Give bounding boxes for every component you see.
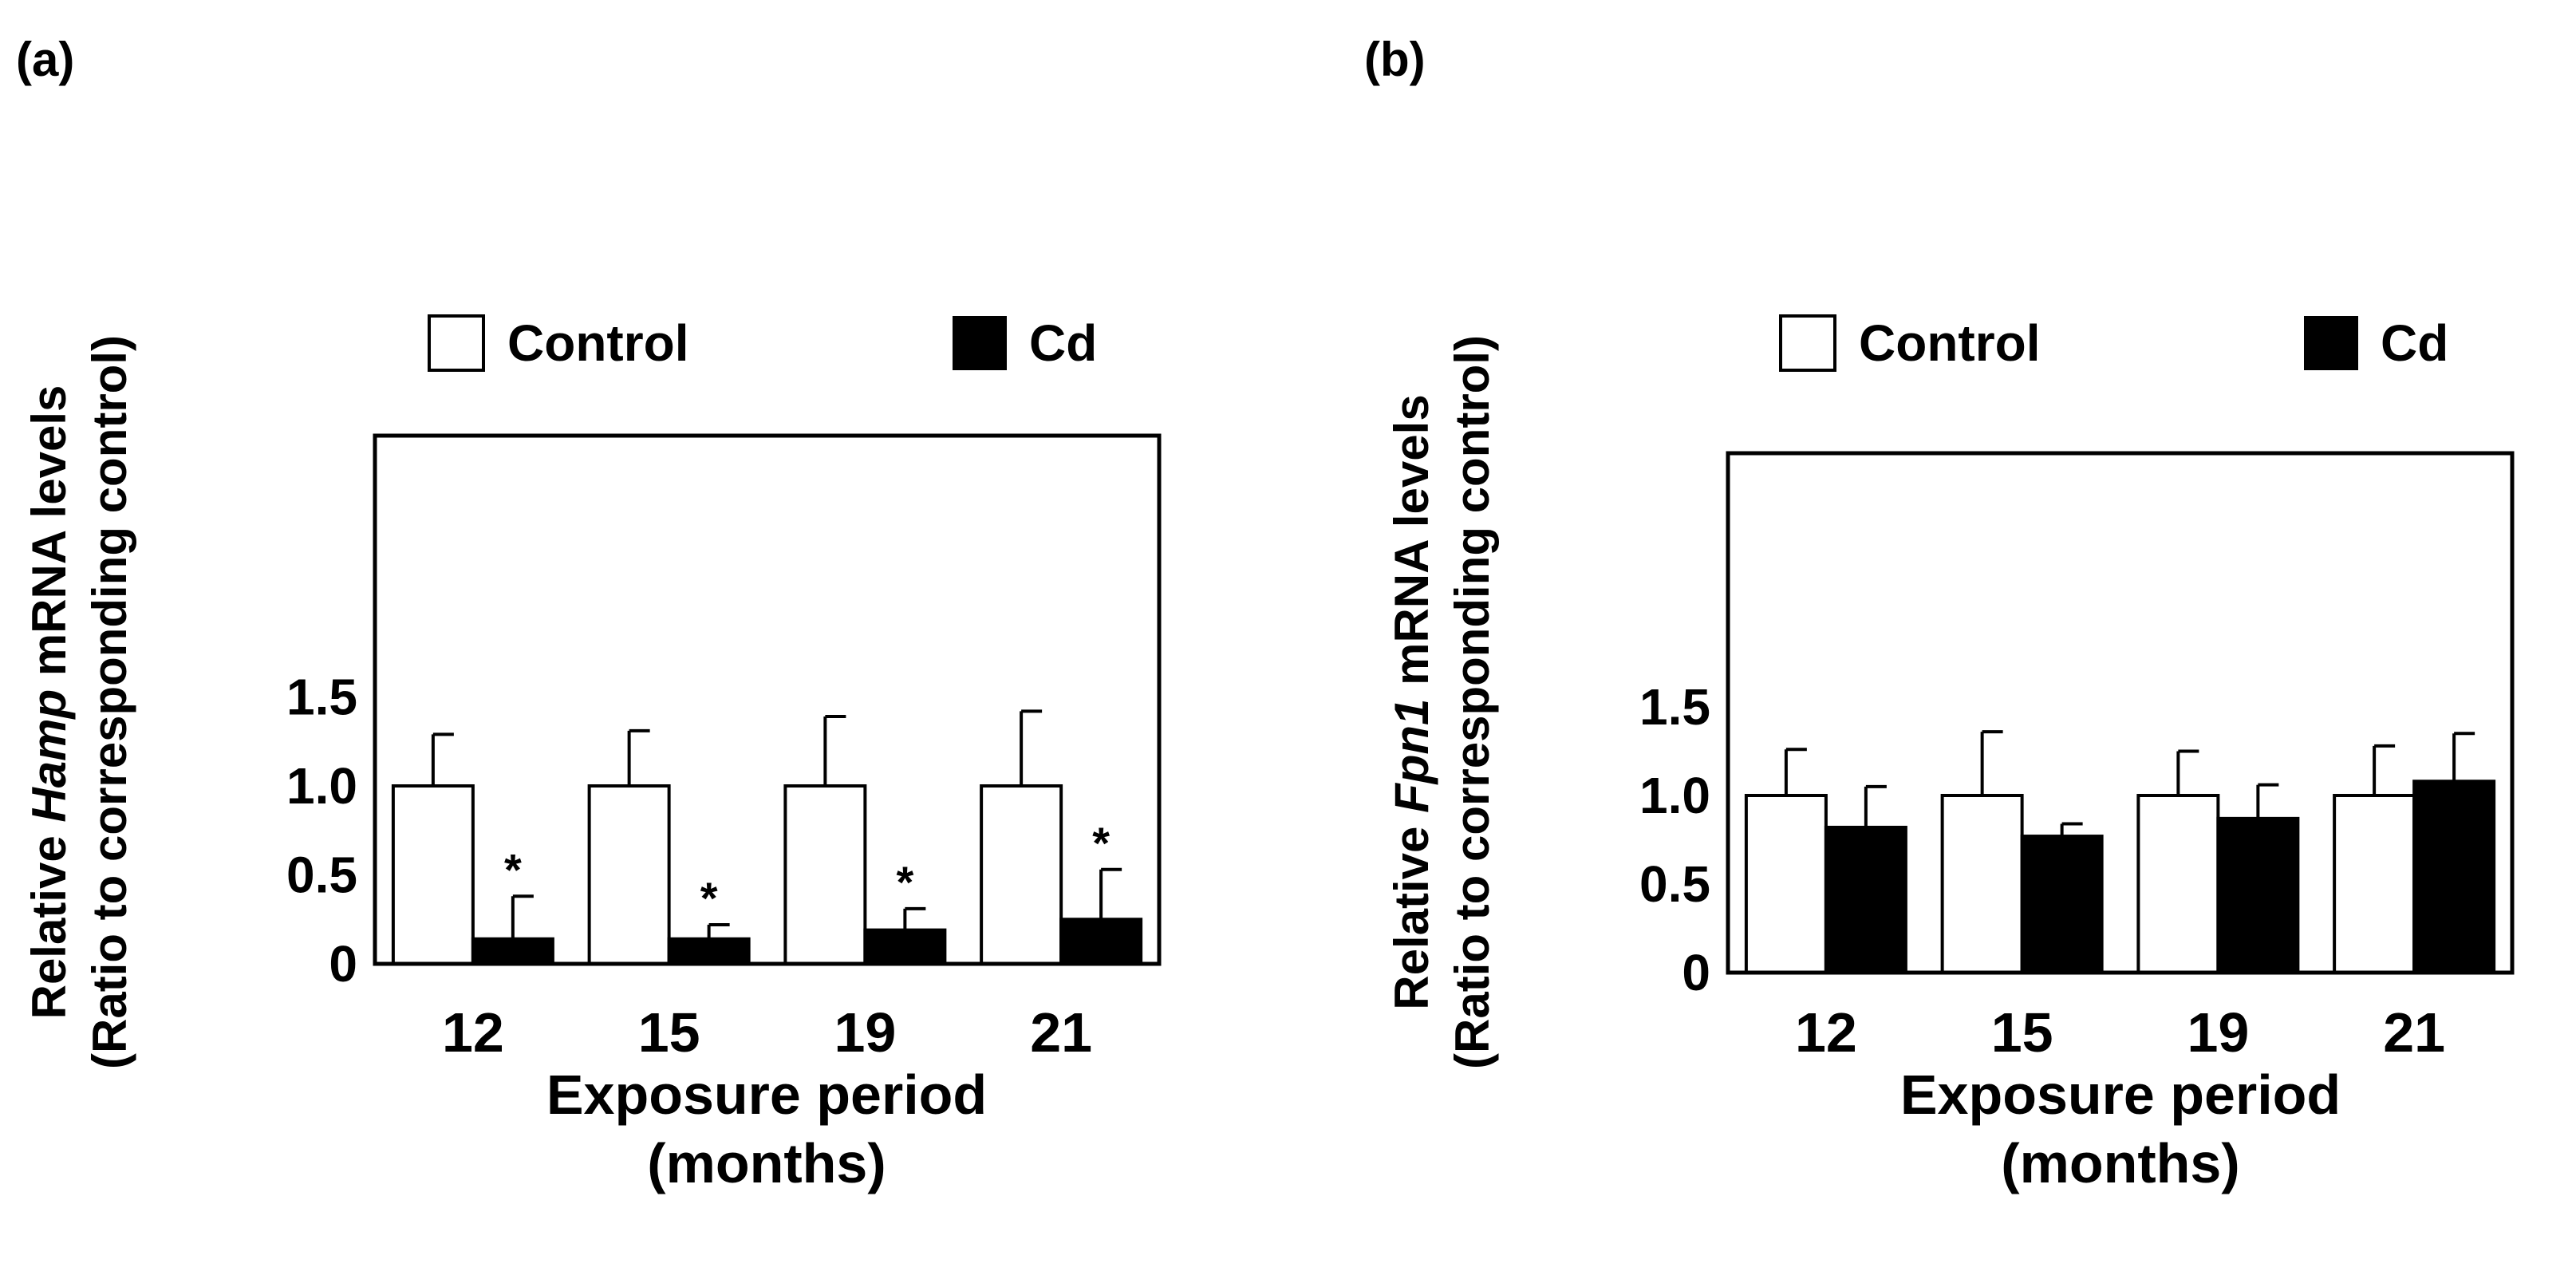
- panel-b-label: (b): [1364, 33, 1426, 86]
- y-tick-label-b-2: 1.0: [1639, 767, 1710, 824]
- significance-star-a-21: *: [1092, 818, 1110, 868]
- y-tick-label-a-3: 1.5: [286, 669, 357, 726]
- control-bar-a-12: [391, 784, 475, 965]
- plot-frame-b: [1726, 451, 2515, 975]
- y-tick-label-a-0: 0: [329, 935, 357, 993]
- panel-a-xlabel: Exposure period (months): [546, 1064, 987, 1194]
- x-tick-label-a-19: 19: [834, 1001, 896, 1064]
- panel-b-ylabel: Relative Fpn1 mRNA levels (Ratio to corr…: [1385, 335, 1499, 1069]
- panel-b-legend-control-swatch: [1779, 314, 1836, 372]
- significance-star-a-12: *: [504, 844, 522, 894]
- significance-star-a-19: *: [896, 857, 913, 907]
- panel-b-legend-cd-swatch: [2304, 316, 2358, 370]
- panel-b-legend-control-label: Control: [1859, 314, 2041, 372]
- panel-a-ylabel-line1: Relative Hamp mRNA levels: [22, 385, 76, 1020]
- cd-bar-a-19: [863, 928, 947, 966]
- y-tick-label-a-2: 1.0: [286, 757, 357, 815]
- x-tick-label-b-19: 19: [2187, 1001, 2249, 1064]
- x-tick-label-a-12: 12: [442, 1001, 504, 1064]
- panel-b-xlabel: Exposure period (months): [1900, 1064, 2341, 1194]
- panel-b: (b) Relative Fpn1 mRNA levels (Ratio to …: [1364, 33, 2515, 1194]
- panel-a-ylabel: Relative Hamp mRNA levels (Ratio to corr…: [22, 335, 136, 1069]
- panel-b-ylabel-line1: Relative Fpn1 mRNA levels: [1385, 394, 1438, 1009]
- plot-frame-a: [373, 433, 1162, 966]
- x-tick-label-a-21: 21: [1030, 1001, 1092, 1064]
- control-bar-b-12: [1744, 794, 1828, 974]
- y-tick-label-b-0: 0: [1682, 944, 1710, 1001]
- control-bar-a-21: [980, 784, 1063, 965]
- significance-star-a-15: *: [700, 873, 718, 923]
- cd-bar-a-12: [471, 937, 554, 966]
- y-tick-label-a-1: 0.5: [286, 847, 357, 904]
- panel-b-legend: Control Cd: [1779, 314, 2448, 372]
- panel-b-xlabel-line2: (months): [2001, 1132, 2239, 1194]
- control-bar-b-19: [2136, 794, 2220, 974]
- panel-a-xlabel-line1: Exposure period: [546, 1064, 987, 1126]
- control-bar-b-15: [1940, 794, 2024, 974]
- y-tick-label-b-3: 1.5: [1639, 678, 1710, 736]
- panel-b-plot: 0 0.5 1.0 1.5 12 15 19 21: [1639, 451, 2515, 1064]
- panel-a-legend: Control Cd: [428, 314, 1097, 372]
- cd-bar-b-15: [2020, 835, 2104, 975]
- control-bar-a-15: [587, 784, 671, 965]
- panel-a-legend-control-label: Control: [507, 314, 689, 372]
- panel-a: (a) Relative Hamp mRNA levels (Ratio to …: [16, 33, 1162, 1194]
- panel-b-ylabel-line2: (Ratio to corresponding control): [1446, 335, 1499, 1069]
- panel-a-legend-cd-swatch: [953, 316, 1007, 370]
- panel-b-xlabel-line1: Exposure period: [1900, 1064, 2341, 1126]
- panel-a-legend-cd-label: Cd: [1029, 314, 1097, 372]
- panel-a-ylabel-line2: (Ratio to corresponding control): [83, 335, 136, 1069]
- panel-a-label: (a): [16, 33, 74, 86]
- cd-bar-b-12: [1824, 825, 1907, 974]
- panel-a-legend-control-swatch: [428, 314, 485, 372]
- cd-bar-a-21: [1059, 918, 1143, 965]
- cd-bar-b-19: [2216, 816, 2300, 974]
- panel-a-xlabel-line2: (months): [647, 1132, 886, 1194]
- cd-bar-a-15: [667, 937, 751, 966]
- y-tick-label-b-1: 0.5: [1639, 855, 1710, 913]
- panel-a-plot: 0 0.5 1.0 1.5 * 12 * 15 * 19 * 21: [286, 433, 1162, 1064]
- control-bar-b-21: [2333, 794, 2416, 974]
- control-bar-a-19: [783, 784, 867, 965]
- panel-b-legend-cd-label: Cd: [2381, 314, 2448, 372]
- cd-bar-b-21: [2412, 780, 2496, 974]
- x-tick-label-b-12: 12: [1795, 1001, 1857, 1064]
- x-tick-label-a-15: 15: [638, 1001, 700, 1064]
- x-tick-label-b-15: 15: [1991, 1001, 2053, 1064]
- x-tick-label-b-21: 21: [2383, 1001, 2445, 1064]
